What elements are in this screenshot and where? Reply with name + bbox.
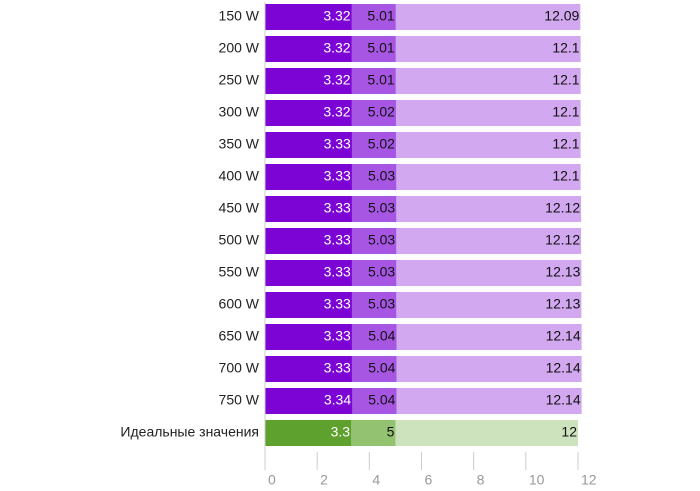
value-label: 12.12 <box>545 200 580 216</box>
x-tick-label: 0 <box>268 472 276 488</box>
category-label: 600 W <box>219 296 260 312</box>
value-label: 5.03 <box>368 168 395 184</box>
value-label: 3.33 <box>324 232 351 248</box>
value-label: 5.02 <box>368 104 395 120</box>
value-label: 12.14 <box>546 328 581 344</box>
value-label: 5.04 <box>368 328 395 344</box>
value-label: 3.32 <box>323 8 350 24</box>
value-label: 5.01 <box>367 72 394 88</box>
bar <box>265 68 352 94</box>
category-label: 550 W <box>219 264 260 280</box>
value-label: 5.03 <box>368 264 395 280</box>
value-label: 5.01 <box>367 8 394 24</box>
value-label: 12 <box>561 424 577 440</box>
x-tick-label: 12 <box>581 472 597 488</box>
bar <box>265 100 352 126</box>
x-tick-label: 6 <box>425 472 433 488</box>
category-label: 150 W <box>219 8 260 24</box>
x-tick-label: 2 <box>320 472 328 488</box>
bar <box>265 4 352 30</box>
category-label: Идеальные значения <box>120 424 259 440</box>
value-label: 3.34 <box>324 392 351 408</box>
value-label: 5.03 <box>368 200 395 216</box>
value-label: 5.04 <box>368 392 395 408</box>
category-label: 200 W <box>219 40 260 56</box>
value-label: 3.32 <box>323 72 350 88</box>
value-label: 12.14 <box>546 360 581 376</box>
category-label: 450 W <box>219 200 260 216</box>
value-label: 12.09 <box>544 8 579 24</box>
category-label: 300 W <box>219 104 260 120</box>
value-label: 12.13 <box>545 264 580 280</box>
bar <box>265 36 352 62</box>
bar <box>265 388 353 414</box>
value-label: 3.33 <box>324 296 351 312</box>
category-label: 250 W <box>219 72 260 88</box>
value-label: 12.1 <box>552 136 579 152</box>
value-label: 3.33 <box>324 136 351 152</box>
value-label: 3.33 <box>324 360 351 376</box>
bar <box>265 228 352 254</box>
category-label: 650 W <box>219 328 260 344</box>
value-label: 3.32 <box>323 104 350 120</box>
value-label: 5.03 <box>368 296 395 312</box>
value-label: 3.33 <box>324 264 351 280</box>
value-label: 12.13 <box>545 296 580 312</box>
value-label: 5.01 <box>367 40 394 56</box>
bar <box>265 260 352 286</box>
value-label: 5.03 <box>368 232 395 248</box>
x-tick-label: 10 <box>529 472 545 488</box>
value-label: 12.1 <box>552 72 579 88</box>
value-label: 12.1 <box>552 168 579 184</box>
value-label: 5.04 <box>368 360 395 376</box>
value-label: 12.12 <box>545 232 580 248</box>
bar <box>265 420 352 446</box>
value-label: 12.1 <box>552 104 579 120</box>
bar <box>265 164 352 190</box>
category-label: 750 W <box>219 392 260 408</box>
value-label: 3.33 <box>324 200 351 216</box>
value-label: 3.32 <box>323 40 350 56</box>
bar <box>265 356 352 382</box>
value-label: 12.1 <box>552 40 579 56</box>
bar <box>265 196 352 222</box>
bar <box>265 132 352 158</box>
category-label: 350 W <box>219 136 260 152</box>
value-label: 3.33 <box>324 328 351 344</box>
category-label: 500 W <box>219 232 260 248</box>
value-label: 12.14 <box>546 392 581 408</box>
value-label: 5.02 <box>368 136 395 152</box>
category-label: 700 W <box>219 360 260 376</box>
value-label: 3.3 <box>331 424 351 440</box>
x-tick-label: 8 <box>477 472 485 488</box>
category-label: 400 W <box>219 168 260 184</box>
x-tick-label: 4 <box>372 472 380 488</box>
value-label: 5 <box>387 424 395 440</box>
value-label: 3.33 <box>324 168 351 184</box>
bar <box>265 292 352 318</box>
bar <box>265 324 352 350</box>
